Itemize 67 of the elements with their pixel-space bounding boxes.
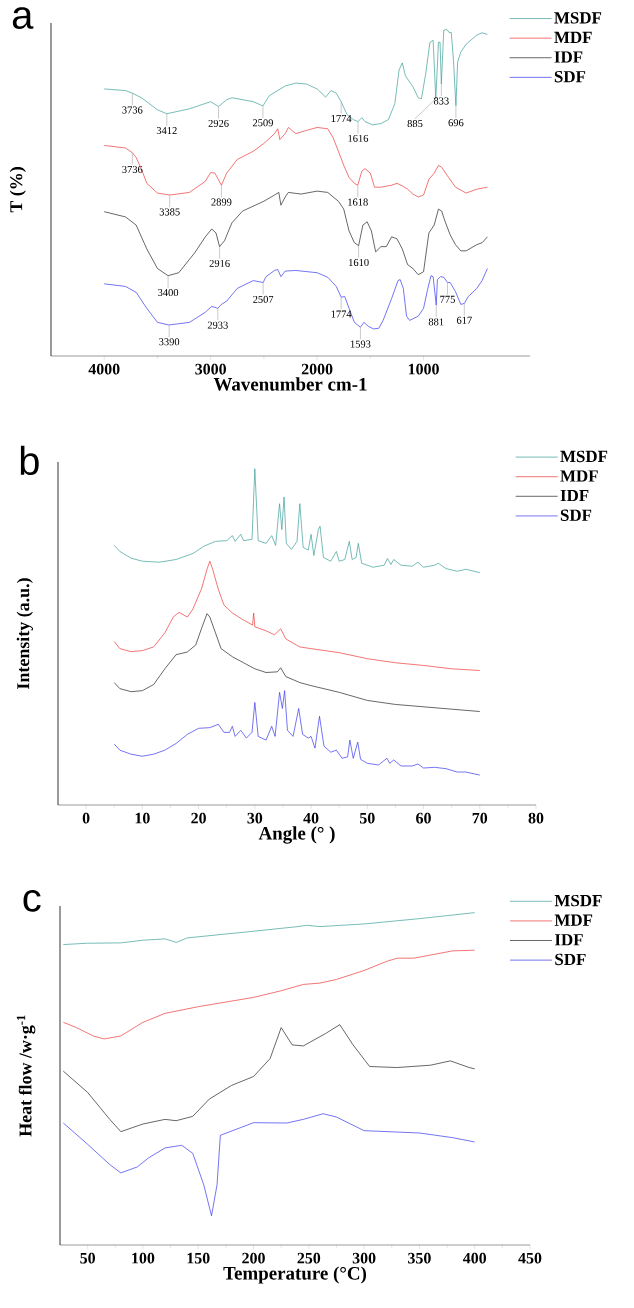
legend-label: MDF bbox=[560, 470, 598, 482]
x-tick-label: 0 bbox=[82, 812, 90, 824]
annotation: 3736 bbox=[122, 165, 143, 173]
legend-label: MDF bbox=[554, 31, 592, 43]
annotation: 696 bbox=[448, 119, 464, 127]
legend-label: MSDF bbox=[554, 894, 602, 907]
x-tick-label: 450 bbox=[518, 1252, 542, 1264]
annotation: 617 bbox=[456, 316, 472, 324]
legend-label: MSDF bbox=[554, 12, 602, 24]
annotation: 1593 bbox=[350, 340, 371, 348]
x-tick-label: 10 bbox=[135, 812, 150, 824]
annotation: 2507 bbox=[253, 295, 274, 303]
x-tick-label: 50 bbox=[80, 1252, 96, 1264]
x-tick-label: 50 bbox=[359, 812, 375, 824]
legend-label: IDF bbox=[554, 51, 583, 63]
legend-label: IDF bbox=[554, 934, 583, 946]
x-axis-title: Angle (° ) bbox=[258, 826, 335, 844]
annotation: 1774 bbox=[331, 114, 352, 122]
x-tick-label: 3000 bbox=[195, 363, 226, 375]
annotation: 2933 bbox=[207, 321, 228, 329]
annotation: 3400 bbox=[158, 288, 179, 297]
x-tick-label: 30 bbox=[247, 812, 263, 824]
x-axis-title: Temperature (°C) bbox=[223, 1266, 367, 1284]
annotation: 2899 bbox=[211, 198, 232, 206]
chart-title: c bbox=[23, 889, 41, 912]
y-axis-title: Intensity (a.u.) bbox=[16, 578, 33, 689]
x-tick-label: 100 bbox=[132, 1252, 155, 1264]
annotation: 775 bbox=[440, 295, 455, 303]
x-tick-label: 350 bbox=[408, 1252, 431, 1264]
x-tick-label: 400 bbox=[462, 1252, 487, 1264]
annotation: 881 bbox=[428, 318, 444, 326]
x-tick-label: 250 bbox=[297, 1252, 321, 1264]
annotation: 833 bbox=[433, 97, 449, 105]
annotation: 3385 bbox=[159, 208, 180, 216]
annotation: 1616 bbox=[348, 134, 369, 142]
x-tick-label: 80 bbox=[528, 812, 544, 824]
annotation: 1610 bbox=[349, 258, 369, 267]
legend-label: IDF bbox=[560, 490, 589, 502]
annotation: 2926 bbox=[208, 119, 229, 127]
chart-title: b bbox=[20, 445, 39, 476]
annotation: 2509 bbox=[252, 119, 273, 127]
x-tick-label: 60 bbox=[416, 812, 431, 824]
x-tick-label: 150 bbox=[187, 1252, 210, 1264]
x-tick-label: 2000 bbox=[301, 363, 333, 375]
y-axis-title: T (%) bbox=[9, 167, 26, 213]
x-tick-label: 20 bbox=[191, 812, 206, 824]
x-tick-label: 4000 bbox=[88, 363, 120, 375]
x-tick-label: 200 bbox=[242, 1252, 265, 1264]
legend-label: MDF bbox=[554, 914, 593, 926]
x-tick-label: 70 bbox=[472, 812, 488, 824]
x-axis-title: Wavenumber cm-1 bbox=[213, 377, 367, 391]
annotation: 885 bbox=[407, 120, 423, 128]
annotation: 2916 bbox=[209, 259, 230, 267]
y-axis-title: Heat flow /w·g$^{-1}$ bbox=[16, 1015, 36, 1137]
annotation: 3736 bbox=[122, 106, 143, 114]
annotation: 3412 bbox=[156, 127, 177, 135]
legend-label: SDF bbox=[555, 953, 586, 966]
annotation: 1618 bbox=[348, 198, 368, 206]
chart-title: a bbox=[12, 7, 34, 30]
annotation: 3390 bbox=[159, 338, 180, 346]
legend-label: SDF bbox=[554, 71, 586, 83]
legend-label: SDF bbox=[560, 509, 592, 521]
legend-label: MSDF bbox=[560, 450, 608, 463]
x-tick-label: 1000 bbox=[408, 363, 439, 375]
x-tick-label: 300 bbox=[352, 1252, 376, 1264]
x-tick-label: 40 bbox=[303, 812, 319, 824]
annotation: 1774 bbox=[331, 310, 352, 318]
